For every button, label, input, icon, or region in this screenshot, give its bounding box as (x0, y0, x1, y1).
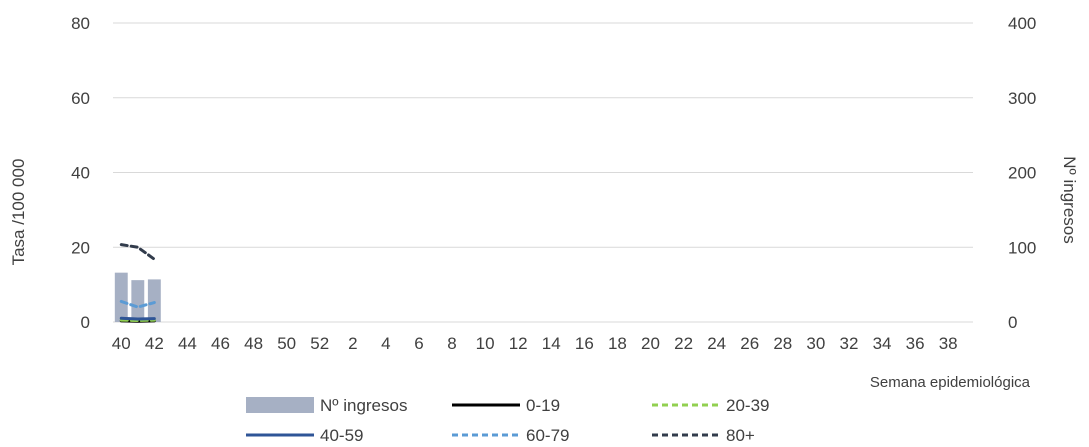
y-axis-title: Tasa /100 000 (9, 159, 28, 266)
x-tick-label: 52 (310, 334, 329, 353)
x-tick-label: 22 (674, 334, 693, 353)
x-axis-ticks: 40 42 44 46 48 50 52 2 4 6 8 10 12 14 16 18 20 22 24 26 28 30… (112, 334, 958, 353)
x-tick-label: 36 (906, 334, 925, 353)
legend-label: 40-59 (320, 426, 363, 445)
x-tick-label: 10 (476, 334, 495, 353)
x-tick-label: 50 (277, 334, 296, 353)
x-tick-label: 18 (608, 334, 627, 353)
x-tick-label: 20 (641, 334, 660, 353)
x-tick-label: 48 (244, 334, 263, 353)
series-line (119, 316, 156, 321)
x-tick-label: 16 (575, 334, 594, 353)
legend-swatch (246, 397, 314, 413)
legend-label: 80+ (726, 426, 755, 445)
x-tick-label: 34 (873, 334, 892, 353)
y2-tick-label: 400 (1008, 14, 1036, 33)
x-tick-label: 42 (145, 334, 164, 353)
y-tick-label: 60 (71, 89, 90, 108)
x-tick-label: 2 (348, 334, 357, 353)
series-line (119, 243, 156, 261)
gridlines (113, 22, 973, 323)
x-tick-label: 32 (840, 334, 859, 353)
legend-label: 20-39 (726, 396, 769, 415)
x-tick-label: 12 (509, 334, 528, 353)
x-tick-label: 8 (447, 334, 456, 353)
x-tick-label: 26 (740, 334, 759, 353)
series-line (119, 299, 156, 309)
x-tick-label: 28 (773, 334, 792, 353)
x-tick-label: 4 (381, 334, 390, 353)
legend: Nº ingresos 0-19 20-39 40-59 60-79 80+ (246, 396, 769, 445)
series-lines (119, 243, 156, 323)
x-tick-label: 24 (707, 334, 726, 353)
x-axis-title: Semana epidemiológica (870, 374, 1031, 391)
y-tick-label: 40 (71, 164, 90, 183)
y-tick-label: 20 (71, 238, 90, 257)
bar (131, 280, 145, 322)
y2-tick-label: 300 (1008, 89, 1036, 108)
x-tick-label: 30 (806, 334, 825, 353)
y-axis-ticks: 0 20 40 60 80 (71, 14, 90, 332)
bars (114, 272, 161, 322)
x-tick-label: 44 (178, 334, 197, 353)
legend-label: 60-79 (526, 426, 569, 445)
x-tick-label: 40 (112, 334, 131, 353)
x-tick-label: 14 (542, 334, 561, 353)
legend-label: Nº ingresos (320, 396, 407, 415)
y-tick-label: 0 (81, 313, 90, 332)
x-tick-label: 6 (414, 334, 423, 353)
bar (114, 272, 128, 322)
y2-tick-label: 0 (1008, 313, 1017, 332)
y2-tick-label: 100 (1008, 238, 1036, 257)
y-tick-label: 80 (71, 14, 90, 33)
y2-axis-title: Nº ingresos (1060, 156, 1079, 243)
y2-axis-ticks: 0 100 200 300 400 (1008, 14, 1036, 332)
x-tick-label: 38 (939, 334, 958, 353)
bar (147, 279, 161, 322)
y2-tick-label: 200 (1008, 164, 1036, 183)
legend-label: 0-19 (526, 396, 560, 415)
x-tick-label: 46 (211, 334, 230, 353)
